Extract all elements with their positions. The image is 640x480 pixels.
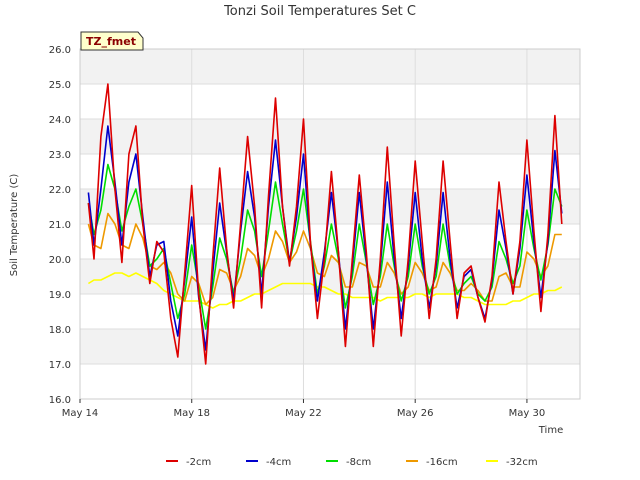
legend: -2cm -4cm -8cm -16cm -32cm — [166, 457, 538, 468]
y-tick-label: 21.0 — [49, 220, 71, 231]
plot-band — [80, 119, 580, 154]
plot-frame — [79, 48, 581, 400]
series-line-neg4cm — [87, 125, 563, 351]
y-tick-label: 23.0 — [49, 150, 71, 161]
y-tick-label: 20.0 — [49, 255, 71, 266]
series-line-neg2cm — [87, 83, 563, 365]
legend-label: -32cm — [506, 457, 538, 468]
series-line-neg32cm — [87, 272, 563, 309]
legend-label: -4cm — [266, 457, 291, 468]
y-tick-label: 18.0 — [49, 325, 71, 336]
plot-band — [80, 49, 580, 84]
x-tick-label: May 14 — [62, 408, 99, 419]
badge-shape — [80, 31, 144, 51]
x-tick-label: May 18 — [173, 408, 210, 419]
x-axis-label: Time — [538, 425, 563, 436]
badge-label: TZ_fmet — [86, 35, 136, 48]
y-tick-label: 26.0 — [49, 45, 71, 56]
x-tick-label: May 30 — [509, 408, 546, 419]
plot-band — [80, 259, 580, 294]
plot-band — [80, 329, 580, 364]
y-tick-label: 25.0 — [49, 80, 71, 91]
y-tick-label: 17.0 — [49, 360, 71, 371]
y-tick-label: 24.0 — [49, 115, 71, 126]
y-tick-label: 19.0 — [49, 290, 71, 301]
y-axis-ticks: 16.0 17.0 18.0 19.0 20.0 21.0 22.0 23.0 24.0 25.0… — [49, 45, 71, 406]
y-axis-label: Soil Temperature (C) — [9, 174, 20, 277]
legend-label: -16cm — [426, 457, 458, 468]
y-tick-label: 22.0 — [49, 185, 71, 196]
legend-label: -2cm — [186, 457, 211, 468]
x-tick-label: May 22 — [285, 408, 322, 419]
x-axis-ticks: May 14 May 18 May 22 May 26 May 30 — [62, 399, 546, 419]
site-badge: TZ_fmet — [80, 31, 144, 51]
plot-background — [80, 49, 580, 364]
legend-label: -8cm — [346, 457, 371, 468]
series-lines — [87, 83, 563, 365]
chart-title: Tonzi Soil Temperatures Set C — [223, 4, 416, 19]
x-tick-label: May 26 — [397, 408, 434, 419]
y-tick-label: 16.0 — [49, 395, 71, 406]
